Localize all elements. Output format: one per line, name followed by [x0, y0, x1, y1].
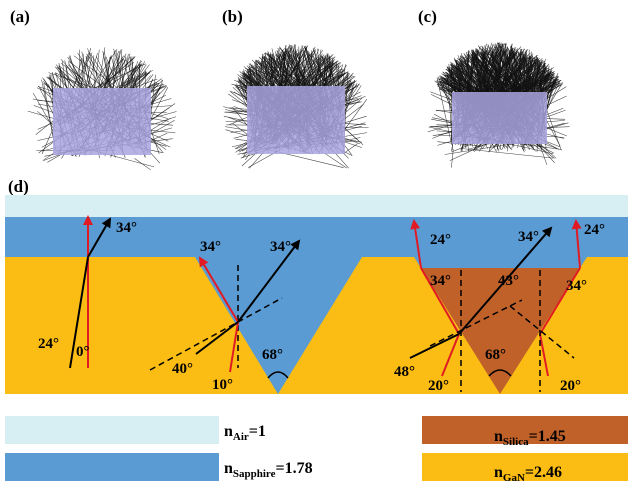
- air-layer: [5, 195, 628, 217]
- silica-groove: [421, 268, 580, 394]
- red-up-right: [571, 219, 582, 269]
- angle-silica-wall-right: 34°: [566, 278, 587, 294]
- silica-groove-rays: [409, 219, 582, 392]
- sapphire-groove-rays: [149, 239, 301, 379]
- chip-a: [53, 88, 151, 155]
- apex-arc-sapphire: [267, 371, 289, 379]
- ray-line: [146, 103, 176, 124]
- legend-label-silica: nSilica=1.45: [494, 428, 566, 448]
- angle-silica-48: 48°: [394, 364, 415, 380]
- panel-label-a: (a): [10, 7, 30, 26]
- angle-sapphire-apex: 68°: [262, 347, 283, 363]
- flat-interface-rays: [69, 215, 112, 369]
- angle-silica-20-right: 20°: [560, 378, 581, 394]
- chip-c: [452, 92, 547, 144]
- legend: nAir=1 nSapphire=1.78 nSilica=1.45 nGaN=…: [5, 416, 628, 482]
- sapphire-groove: [195, 257, 362, 394]
- legend-swatch-air: [5, 416, 219, 444]
- angle-flat-top: 34°: [116, 220, 137, 236]
- normal-left-tilted: [429, 299, 523, 347]
- legend-swatch-gan: [422, 453, 628, 481]
- panel-label-b: (b): [222, 7, 243, 26]
- ray-line: [134, 158, 151, 171]
- ray-line: [436, 77, 452, 145]
- ray-refracted-34: [87, 217, 112, 258]
- ray-line: [461, 148, 554, 159]
- normal-dashed-tilted: [149, 297, 283, 371]
- ray-line: [451, 149, 454, 168]
- angle-silica-wall-mid: 43°: [498, 273, 519, 289]
- angle-silica-20-left: 20°: [428, 378, 449, 394]
- ray-line: [41, 124, 56, 155]
- black-refracted: [458, 226, 553, 335]
- angle-sapphire-left: 34°: [200, 239, 221, 255]
- angle-sapphire-10: 10°: [212, 377, 233, 393]
- sapphire-over-silica: [414, 257, 587, 268]
- angle-flat-normal: 0°: [76, 344, 90, 360]
- ray-black-refracted: [237, 239, 301, 323]
- angle-sapphire-right: 34°: [270, 239, 291, 255]
- ray-line: [324, 152, 347, 169]
- legend-swatch-sapphire: [5, 453, 219, 481]
- angle-sapphire-40: 40°: [172, 361, 193, 377]
- ray-line: [43, 83, 54, 137]
- red-left-incident: [441, 333, 460, 377]
- red-up-left: [410, 219, 422, 269]
- legend-label-sapphire: nSapphire=1.78: [224, 460, 313, 480]
- angle-silica-top-mid: 34°: [518, 229, 539, 245]
- angle-flat-incident: 24°: [38, 336, 59, 352]
- ray-red-incident: [229, 321, 239, 373]
- normal-right-tilted: [509, 305, 575, 359]
- red-right-wall: [539, 267, 581, 335]
- angle-silica-wall-left: 34°: [430, 273, 451, 289]
- ray-line: [32, 92, 56, 132]
- legend-label-air: nAir=1: [224, 423, 266, 443]
- ray-red-refracted: [198, 256, 239, 323]
- chip-b: [247, 86, 345, 154]
- black-incident: [409, 333, 460, 359]
- apex-arc-silica: [488, 369, 512, 377]
- angle-silica-top-right: 24°: [584, 222, 605, 238]
- panel-label-c: (c): [418, 7, 437, 26]
- panel-label-d: (d): [8, 177, 29, 196]
- ray-incident-24: [69, 256, 89, 369]
- legend-swatch-silica: [422, 416, 628, 444]
- angle-silica-top-left: 24°: [430, 232, 451, 248]
- legend-label-gan: nGaN=2.46: [494, 464, 562, 482]
- angle-silica-apex: 68°: [485, 347, 506, 363]
- red-right-incident: [539, 333, 549, 377]
- ray-black-incident: [195, 321, 239, 355]
- red-left-wall: [420, 267, 460, 335]
- ray-line: [343, 143, 358, 154]
